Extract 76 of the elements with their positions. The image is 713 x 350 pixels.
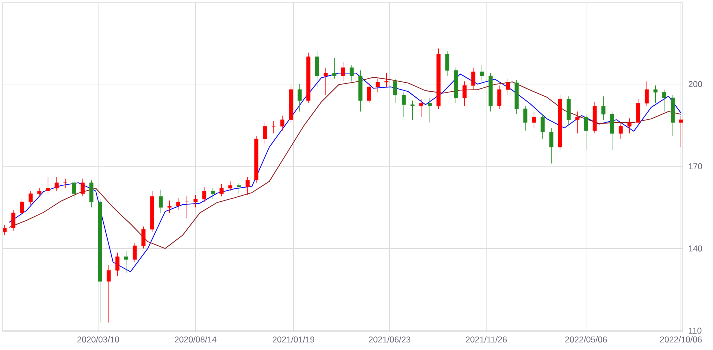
candlestick xyxy=(576,111,580,134)
candlestick xyxy=(428,98,432,124)
candlestick xyxy=(532,111,536,128)
candlestick xyxy=(168,200,172,214)
candlestick xyxy=(228,181,233,192)
candlestick xyxy=(176,198,180,211)
candlestick xyxy=(679,116,684,148)
candlestick xyxy=(628,118,632,134)
candlestick xyxy=(610,111,614,150)
candlestick xyxy=(550,128,554,164)
candlestick xyxy=(54,177,59,192)
candlestick xyxy=(194,195,198,208)
candlestick xyxy=(376,78,380,93)
candlestick xyxy=(211,188,216,200)
candlestick xyxy=(506,78,510,96)
candlestick xyxy=(38,188,42,197)
x-tick-label: 2021/11/26 xyxy=(466,336,508,343)
candlestick xyxy=(645,81,650,107)
candlestick xyxy=(524,106,528,132)
x-tick-label: 2022/10/06 xyxy=(660,336,702,343)
candlestick xyxy=(246,177,250,196)
x-tick-label: 2020/03/10 xyxy=(78,336,120,343)
candlestick xyxy=(350,64,354,82)
candlestick xyxy=(124,251,128,274)
candlestick xyxy=(540,114,545,140)
y-tick-label: 200 xyxy=(688,81,702,88)
candlestick xyxy=(654,85,658,104)
x-tick-label: 2021/01/19 xyxy=(272,336,315,343)
candlestick xyxy=(46,177,50,194)
candlestick xyxy=(341,62,346,82)
candlestick xyxy=(480,64,484,82)
x-tick-label: 2022/05/06 xyxy=(566,336,608,343)
candlestick xyxy=(263,122,268,145)
candlestick xyxy=(80,178,85,197)
candlestick xyxy=(498,85,502,110)
candlestick xyxy=(315,51,320,88)
candlestick xyxy=(106,264,112,323)
candlestick xyxy=(384,73,389,88)
y-tick-label: 170 xyxy=(689,164,702,170)
candlestick xyxy=(445,51,450,76)
candlestick xyxy=(280,116,285,132)
candlestick xyxy=(220,184,224,197)
candlestick xyxy=(159,190,164,214)
candlestick xyxy=(28,190,33,206)
candlestick xyxy=(584,114,588,150)
x-tick-label: 2021/06/23 xyxy=(369,336,411,343)
candlestick xyxy=(142,226,146,250)
candlestick xyxy=(298,84,302,112)
candlestick xyxy=(133,242,138,263)
candlestick xyxy=(3,225,7,236)
candlestick xyxy=(662,90,666,112)
candlestick xyxy=(202,186,206,202)
candlestick xyxy=(12,210,16,232)
x-tick-label: 2020/08/14 xyxy=(175,336,217,343)
candlestick xyxy=(367,82,372,104)
candlestick xyxy=(471,68,476,90)
candlestick xyxy=(636,99,640,126)
candlestick xyxy=(90,180,94,208)
candlestick xyxy=(64,178,68,189)
candlestick xyxy=(237,182,242,194)
candlestick xyxy=(566,96,571,126)
candlestick xyxy=(324,68,328,96)
candlestick xyxy=(116,252,120,276)
candlestick xyxy=(462,81,467,107)
y-tick-label: 140 xyxy=(689,246,702,252)
candlestick xyxy=(393,78,398,104)
candlestick xyxy=(332,58,337,80)
candlestick xyxy=(402,92,406,118)
candlestick xyxy=(20,199,24,216)
candlestick xyxy=(619,122,624,140)
candlestick xyxy=(602,96,606,120)
candlestick xyxy=(72,180,76,200)
candlestick xyxy=(272,121,276,134)
candlestick xyxy=(419,99,424,118)
y-tick-label: 110 xyxy=(689,328,702,334)
candlestick xyxy=(410,100,415,120)
